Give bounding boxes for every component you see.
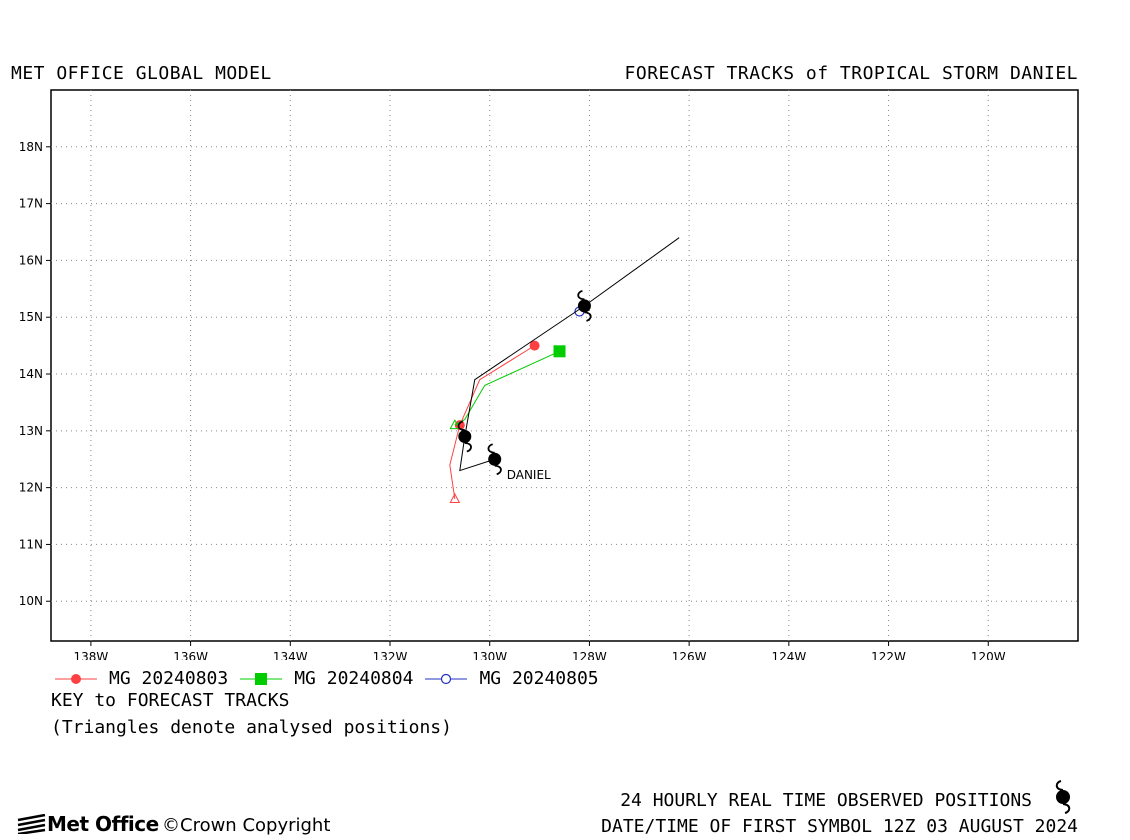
grid-lines [51, 90, 1078, 641]
storm-name-label: DANIEL [507, 468, 551, 482]
storm-symbol-core [488, 452, 502, 466]
lon-tick-label: 136W [173, 650, 208, 660]
storm-symbol-core [458, 430, 472, 444]
legend-item-mg-20240805: MG 20240805 [425, 668, 599, 689]
model-title: MET OFFICE GLOBAL MODEL [11, 63, 272, 84]
lon-tick-label: 130W [472, 650, 507, 660]
lon-tick-label: 120W [971, 650, 1006, 660]
lat-tick-label: 14N [19, 367, 43, 381]
storm-symbol-arm [457, 420, 465, 431]
blue-open-circle-marker-icon [425, 673, 468, 684]
legend-label: MG 20240804 [294, 668, 414, 689]
forecast-point-circle [454, 420, 465, 431]
lat-tick-label: 11N [19, 537, 43, 551]
storm-position-symbol [487, 443, 502, 476]
lon-tick-label: 122W [871, 650, 906, 660]
lat-tick-label: 13N [19, 424, 43, 438]
axis-ticks: 138W 136W 134W 132W 130W 128W 126W 124W 122W 120W… [19, 140, 1006, 660]
storm-symbol-arm [494, 464, 502, 476]
lat-tick-label: 10N [19, 594, 43, 608]
met-office-logo-icon [17, 814, 46, 834]
lon-tick-label: 134W [273, 650, 308, 660]
lat-tick-label: 18N [19, 140, 43, 154]
storm-position-symbol [577, 289, 592, 322]
red-circle-marker-icon [55, 673, 97, 684]
lat-tick-label: 17N [19, 197, 43, 211]
observed-positions-note: 24 HOURLY REAL TIME OBSERVED POSITIONS [620, 790, 1032, 811]
lon-tick-label: 128W [572, 650, 607, 660]
copyright-text: ©Crown Copyright [162, 815, 331, 836]
track-map: 138W 136W 134W 132W 130W 128W 126W 124W 122W 120W… [19, 89, 1079, 660]
lon-tick-label: 124W [771, 650, 806, 660]
lat-tick-label: 12N [19, 481, 43, 495]
storm-symbol-arm [577, 289, 585, 301]
storm-symbol-arm [464, 442, 472, 453]
lon-tick-label: 138W [73, 650, 108, 660]
key-note: (Triangles denote analysed positions) [51, 717, 452, 738]
key-title: KEY to FORECAST TRACKS [51, 690, 290, 711]
map-frame [50, 89, 1079, 642]
forecast-point-square [553, 345, 566, 358]
lon-tick-label: 126W [672, 650, 707, 660]
storm-symbol-arm [584, 311, 592, 322]
observed-track [457, 237, 680, 476]
legend: MG 20240803 MG 20240804 MG 20240805 [55, 668, 611, 689]
analysed-position-triangle [449, 492, 461, 503]
forecast-point-circle [529, 340, 540, 351]
legend-label: MG 20240803 [109, 668, 229, 689]
chart-title: FORECAST TRACKS of TROPICAL STORM DANIEL [624, 63, 1078, 84]
storm-symbol-core [577, 299, 591, 313]
green-square-marker-icon [240, 672, 283, 685]
storm-symbol-arm [487, 443, 495, 454]
lat-tick-label: 16N [19, 253, 43, 267]
logo-text: Met Office [47, 812, 159, 836]
analysed-position-triangle [449, 419, 461, 430]
met-office-logo: Met Office [17, 812, 159, 836]
lon-tick-label: 132W [373, 650, 408, 660]
first-symbol-datetime: DATE/TIME OF FIRST SYMBOL 12Z 03 AUGUST … [601, 816, 1078, 837]
observed-track-line [459, 237, 680, 472]
storm-position-symbol [457, 420, 472, 453]
legend-item-mg-20240803: MG 20240803 [55, 668, 228, 689]
hurricane-symbol-icon [1055, 780, 1071, 814]
legend-label: MG 20240805 [479, 668, 599, 689]
lat-tick-label: 15N [19, 310, 43, 324]
legend-item-mg-20240804: MG 20240804 [240, 668, 413, 689]
